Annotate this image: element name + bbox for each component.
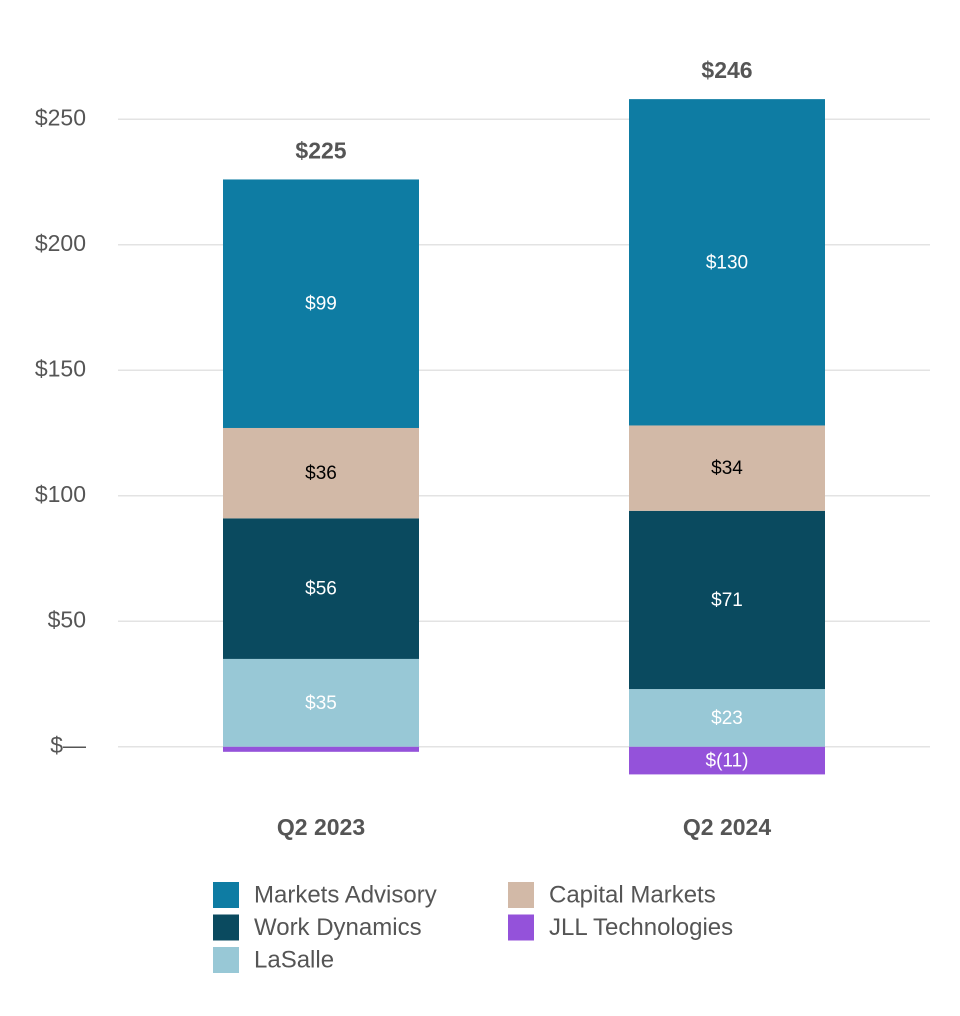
x-tick-label: Q2 2023 [277, 814, 365, 840]
y-tick-label: $200 [35, 230, 86, 256]
bar-segment [629, 99, 825, 426]
y-tick-label: $250 [35, 104, 86, 130]
bar-segment [629, 510, 825, 690]
y-tick-label: $— [50, 732, 86, 758]
y-tick-label: $150 [35, 355, 86, 381]
bar-segment [629, 425, 825, 511]
legend-swatch [508, 914, 534, 941]
legend-swatch [213, 882, 239, 908]
legend-label: Work Dynamics [254, 914, 422, 941]
legend-swatch [213, 947, 239, 973]
data-label: $56 [305, 579, 337, 600]
bar-segment [223, 658, 419, 747]
total-label: $225 [295, 138, 346, 164]
total-label: $246 [701, 57, 752, 83]
legend-swatch [508, 882, 534, 908]
data-label: $34 [711, 458, 743, 479]
y-tick-label: $100 [35, 481, 86, 507]
legend-label: Capital Markets [549, 881, 716, 908]
legend-swatch [213, 914, 239, 941]
bar-segment [629, 689, 825, 747]
bar-segment [223, 518, 419, 659]
bar-segment [223, 427, 419, 519]
data-label: $35 [305, 693, 337, 714]
data-label: $130 [706, 252, 748, 273]
data-label: $99 [305, 294, 337, 315]
data-label: $71 [711, 590, 743, 611]
bar-segment [223, 179, 419, 428]
x-tick-label: Q2 2024 [683, 814, 771, 840]
data-label: $36 [305, 463, 337, 484]
bar-segment [223, 746, 419, 752]
bar-segment [629, 746, 825, 775]
legend-label: Markets Advisory [254, 881, 437, 908]
y-tick-label: $50 [48, 606, 86, 632]
data-label: $23 [711, 708, 743, 729]
legend-label: LaSalle [254, 946, 334, 973]
legend-label: JLL Technologies [549, 914, 733, 941]
data-label: $(11) [706, 751, 749, 772]
